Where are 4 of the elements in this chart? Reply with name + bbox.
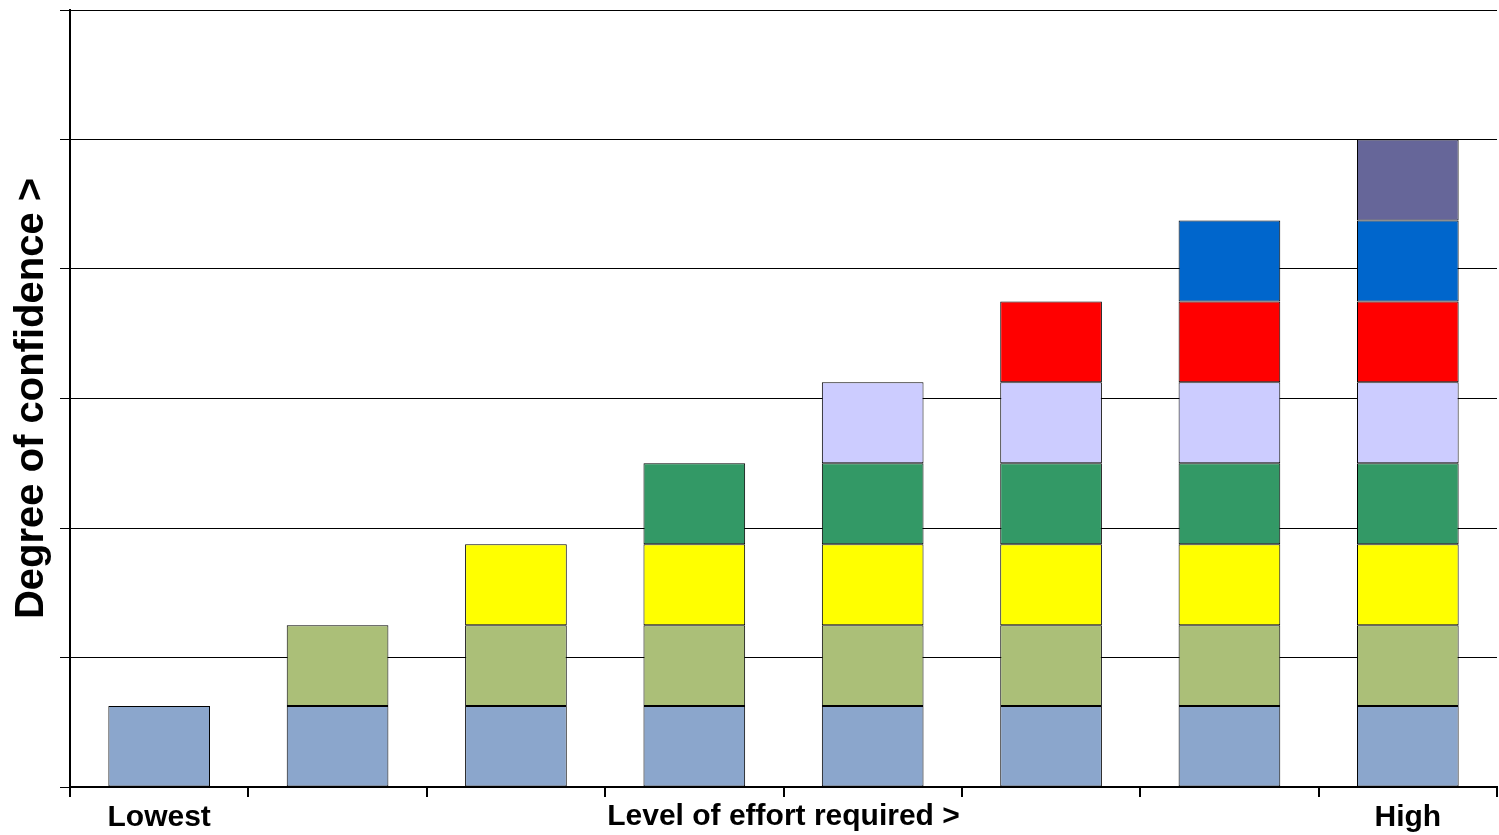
x-tick-label: Lowest	[107, 799, 211, 833]
x-tick-label: High	[1374, 799, 1442, 833]
x-axis-title: Level of effort required >	[607, 798, 960, 832]
y-axis-title: Degree of confidence >	[7, 177, 52, 620]
